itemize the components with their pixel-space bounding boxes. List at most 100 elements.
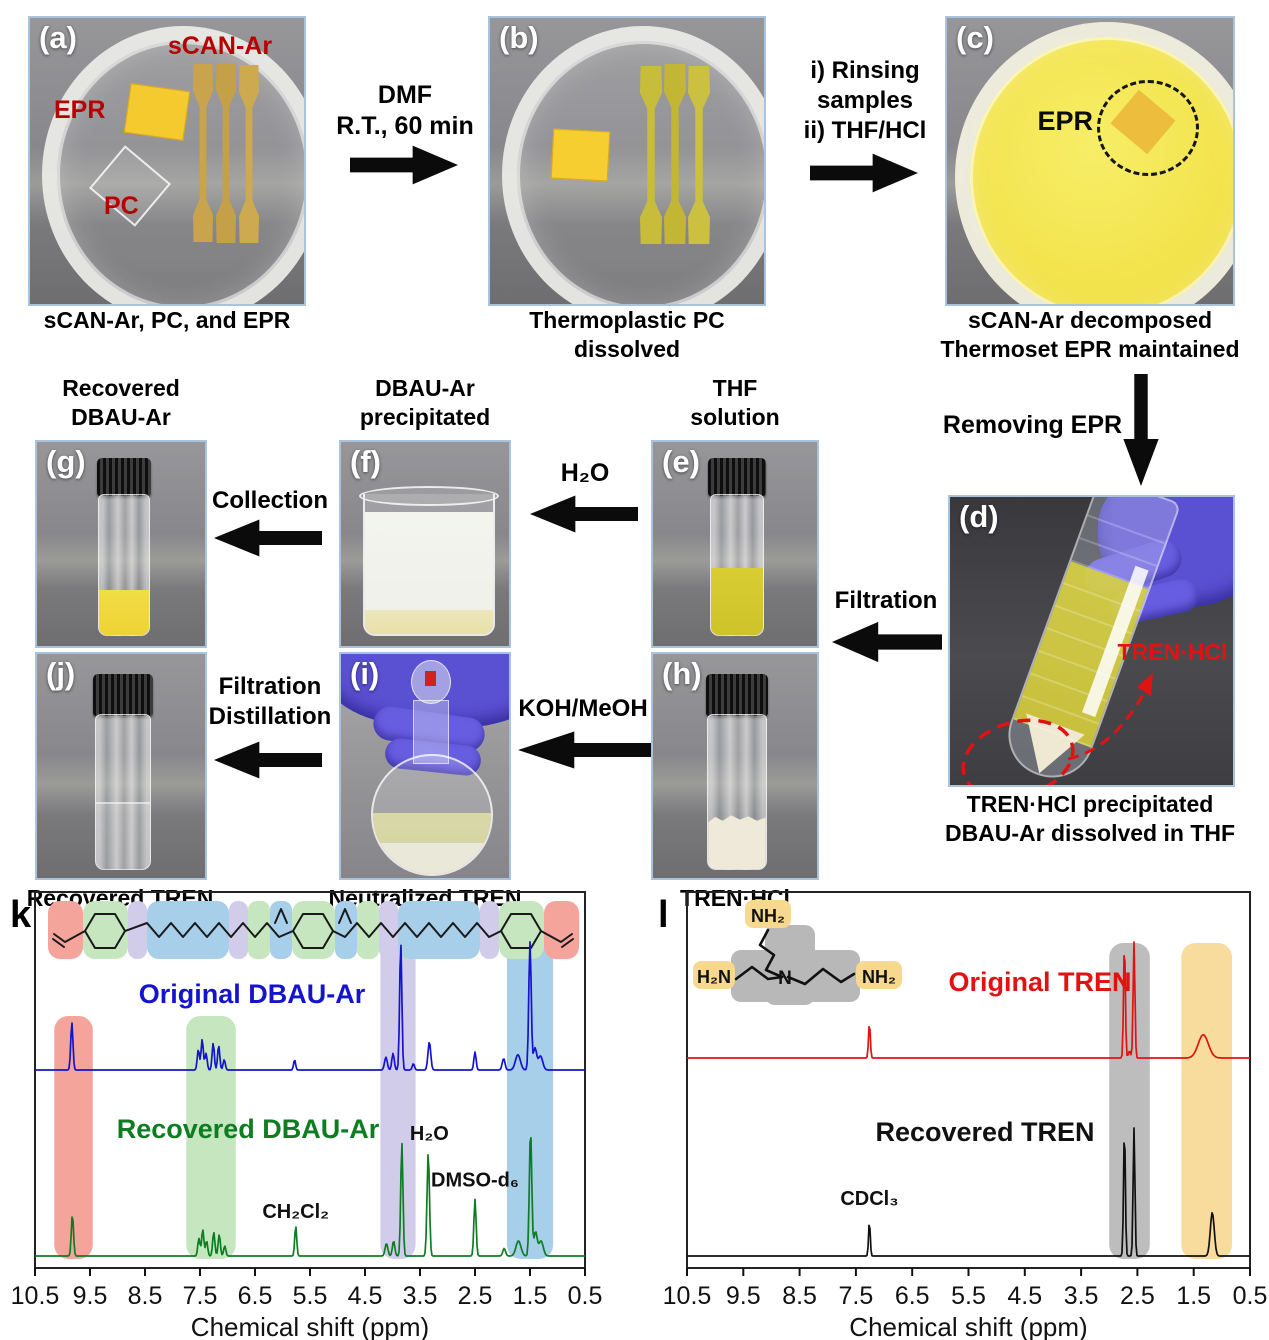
header-e: THF solution <box>690 375 780 430</box>
h2o-arrow-icon <box>530 495 638 533</box>
axis-tick-label: 10.5 <box>663 1282 712 1310</box>
header-f: DBAU-Ar precipitated <box>359 375 491 430</box>
petri-dish <box>502 26 764 304</box>
caption-b: Thermoplastic PC dissolved <box>529 307 725 362</box>
tren-skeleton <box>734 928 856 986</box>
axis-tick-label: 4.5 <box>348 1282 383 1310</box>
spectra: Original DBAU-Ar Recovered DBAU-Ar CH₂Cl₂ H… <box>35 940 585 1257</box>
epr-sample <box>550 128 611 182</box>
axis-tick-label: 10.5 <box>11 1282 60 1310</box>
vial-thf-solution <box>697 458 777 638</box>
axis-tick-label: 0.5 <box>568 1282 603 1310</box>
dmf-arrow-label: DMF R.T., 60 min <box>336 81 474 141</box>
panel-letter-b: (b) <box>499 20 539 55</box>
vial-cap <box>93 674 153 716</box>
dashed-ellipse <box>961 718 1075 785</box>
dbau-structure <box>48 901 579 959</box>
scan-ar-label: sCAN-Ar <box>167 32 273 60</box>
vial-cap <box>96 458 152 496</box>
axis-tick-label: 7.5 <box>839 1282 874 1310</box>
dashed-arrowhead-icon <box>1137 673 1153 696</box>
axis-tick-label: 6.5 <box>895 1282 930 1310</box>
peak-annotation: CDCl₃ <box>840 1188 898 1210</box>
filtration-distillation-label: Filtration Distillation <box>208 673 332 730</box>
beaker-sediment <box>365 610 493 634</box>
tren-nh2-top-label: NH₂ <box>751 906 785 926</box>
x-axis: 10.5 9.5 8.5 7.5 6.5 5.5 4.5 3.5 2.5 1.5 0.5 Chemic… <box>663 1268 1268 1340</box>
axis-tick-label: 1.5 <box>513 1282 548 1310</box>
axis-tick-label: 9.5 <box>73 1282 108 1310</box>
peak-annotation: H₂O <box>410 1123 449 1145</box>
axis-tick-label: 5.5 <box>293 1282 328 1310</box>
dashed-circle <box>1097 80 1199 176</box>
photo-panel-a: (a) sCAN-Ar EPR PC <box>28 16 306 306</box>
flask-neck <box>413 700 449 764</box>
nmr-chart-tren: N NH₂ H₂N NH₂ Original TREN Recovered TRE… <box>658 891 1268 1340</box>
axis-tick-label: 7.5 <box>183 1282 218 1310</box>
highlight-band <box>54 1016 93 1259</box>
tren-nh2-band <box>693 961 735 989</box>
axis-tick-label: 9.5 <box>726 1282 761 1310</box>
panel-letter-g: (g) <box>46 444 86 479</box>
collection-label: Collection <box>211 487 328 514</box>
tren-nh2-band <box>745 900 791 928</box>
vial-body <box>707 714 767 870</box>
panel-letter-i: (i) <box>350 656 380 691</box>
filtration-label: Filtration <box>834 587 938 614</box>
rinse-arrow-icon <box>810 153 918 193</box>
highlight-bands <box>54 943 554 1259</box>
pc-label: PC <box>104 192 139 220</box>
photo-panel-d: (d) TREN·HCl <box>948 495 1235 787</box>
axis-tick-label: 2.5 <box>458 1282 493 1310</box>
panel-letter-c: (c) <box>956 20 994 55</box>
tren-nh2-right-label: NH₂ <box>862 967 896 987</box>
beaker-rim <box>359 486 499 506</box>
petri-dish <box>42 26 304 304</box>
tren-hcl-callout <box>961 673 1153 785</box>
vial-recovered-tren <box>83 674 163 872</box>
epr-label-c: EPR <box>1037 106 1093 136</box>
photo-panel-j: (j) <box>35 652 207 880</box>
vial-body <box>94 714 152 870</box>
vial-body <box>709 494 765 636</box>
koh-meoh-arrow-icon <box>518 731 652 769</box>
vial-clear-liquid <box>95 802 151 869</box>
vial-cap <box>705 674 769 716</box>
petri-dish-yellow <box>955 22 1233 304</box>
axis-tick-label: 0.5 <box>1233 1282 1268 1310</box>
panel-letter-a: (a) <box>39 20 77 55</box>
vial-tren-hcl <box>696 674 778 872</box>
panel-letter-j: (j) <box>46 656 76 691</box>
series-label: Recovered TREN <box>875 1117 1094 1147</box>
dashed-arrow <box>1067 684 1150 761</box>
photo-panel-b: (b) <box>488 16 766 306</box>
highlight-band <box>380 943 416 1259</box>
panel-letter-l: l <box>658 894 669 936</box>
dmf-arrow-icon <box>350 145 458 185</box>
h2o-label: H₂O <box>560 459 610 487</box>
caption-c: sCAN-Ar decomposed Thermoset EPR maintai… <box>940 307 1240 362</box>
axis-tick-label: 8.5 <box>128 1282 163 1310</box>
axis-title: Chemical shift (ppm) <box>849 1312 1087 1340</box>
panel-letter-d: (d) <box>959 499 999 534</box>
photo-panel-h: (h) <box>651 652 819 880</box>
axis-tick-label: 5.5 <box>951 1282 986 1310</box>
vial-body <box>98 494 150 636</box>
photo-panel-f: (f) <box>339 440 511 648</box>
nmr-chart-dbau: Original DBAU-Ar Recovered DBAU-Ar CH₂Cl₂ H… <box>10 891 603 1340</box>
flask-milky-layer <box>373 843 491 874</box>
highlight-band <box>1181 943 1232 1259</box>
epr-label: EPR <box>54 96 106 124</box>
axis-tick-label: 6.5 <box>238 1282 273 1310</box>
axis-tick-label: 1.5 <box>1176 1282 1211 1310</box>
panel-letter-f: (f) <box>350 444 381 479</box>
collection-arrow-icon <box>214 519 322 557</box>
axis-tick-label: 3.5 <box>403 1282 438 1310</box>
series-label: Original DBAU-Ar <box>139 979 366 1009</box>
removing-epr-label: Removing EPR <box>942 411 1123 439</box>
highlight-bands <box>1109 943 1232 1259</box>
epr-sample <box>123 83 191 141</box>
tren-ch2-band <box>731 950 788 1002</box>
photo-panel-g: (g) <box>35 440 207 648</box>
